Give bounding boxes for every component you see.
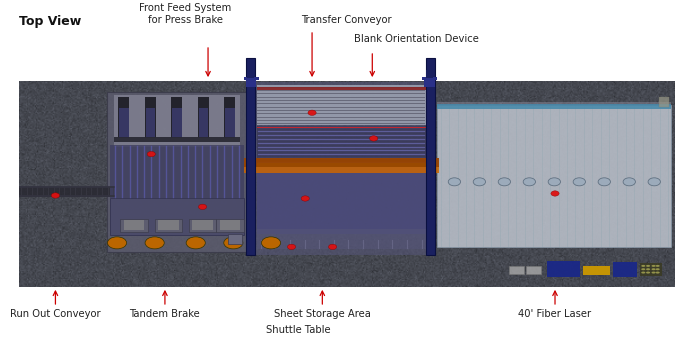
- Ellipse shape: [623, 178, 635, 186]
- Ellipse shape: [641, 265, 645, 267]
- Bar: [145, 108, 155, 138]
- Bar: [113, 95, 240, 147]
- Ellipse shape: [646, 268, 650, 270]
- Ellipse shape: [598, 178, 610, 186]
- Bar: [247, 82, 435, 255]
- Bar: [120, 219, 148, 232]
- Ellipse shape: [656, 265, 660, 267]
- Bar: [525, 266, 541, 274]
- Bar: [119, 108, 129, 138]
- Ellipse shape: [551, 191, 559, 196]
- Ellipse shape: [656, 268, 660, 270]
- Bar: [583, 266, 610, 275]
- Ellipse shape: [656, 272, 660, 274]
- Bar: [19, 187, 115, 197]
- Text: Shuttle Table: Shuttle Table: [266, 325, 331, 335]
- Bar: [155, 219, 182, 232]
- Bar: [659, 97, 670, 107]
- Text: Transfer Conveyor: Transfer Conveyor: [301, 15, 392, 25]
- Bar: [246, 77, 256, 87]
- Ellipse shape: [107, 237, 127, 249]
- Bar: [426, 70, 432, 79]
- Text: Top View: Top View: [19, 15, 81, 28]
- Bar: [257, 87, 426, 90]
- Bar: [257, 163, 426, 167]
- Bar: [509, 266, 524, 274]
- Bar: [425, 77, 434, 87]
- Ellipse shape: [287, 244, 296, 249]
- Ellipse shape: [548, 178, 560, 186]
- Bar: [198, 97, 209, 138]
- Ellipse shape: [301, 196, 309, 201]
- Bar: [118, 97, 129, 138]
- Ellipse shape: [198, 204, 207, 209]
- Bar: [124, 220, 144, 230]
- Bar: [145, 97, 156, 138]
- Bar: [257, 165, 426, 234]
- Ellipse shape: [646, 272, 650, 274]
- Bar: [113, 137, 240, 142]
- Bar: [216, 219, 244, 232]
- Bar: [257, 85, 426, 125]
- Ellipse shape: [370, 136, 378, 141]
- Bar: [437, 105, 672, 247]
- Bar: [106, 92, 247, 252]
- Ellipse shape: [651, 268, 656, 270]
- Ellipse shape: [224, 237, 243, 249]
- Bar: [426, 58, 434, 255]
- Bar: [158, 220, 179, 230]
- Bar: [19, 195, 115, 197]
- Ellipse shape: [641, 272, 645, 274]
- Ellipse shape: [448, 178, 461, 186]
- Bar: [422, 77, 437, 80]
- Bar: [640, 263, 662, 276]
- Text: Front Feed System
for Press Brake: Front Feed System for Press Brake: [139, 3, 232, 25]
- Bar: [225, 97, 235, 138]
- Ellipse shape: [498, 178, 511, 186]
- Bar: [110, 145, 244, 199]
- Ellipse shape: [145, 237, 164, 249]
- Bar: [220, 220, 240, 230]
- Bar: [257, 228, 426, 248]
- Bar: [192, 220, 213, 230]
- Bar: [172, 108, 182, 138]
- Ellipse shape: [651, 272, 656, 274]
- Ellipse shape: [473, 178, 486, 186]
- Bar: [189, 219, 216, 232]
- Bar: [257, 126, 426, 163]
- Bar: [247, 70, 254, 79]
- Bar: [547, 261, 580, 277]
- Text: Blank Orientation Device: Blank Orientation Device: [354, 34, 479, 44]
- Text: 40' Fiber Laser: 40' Fiber Laser: [519, 309, 592, 319]
- Ellipse shape: [186, 237, 205, 249]
- Ellipse shape: [648, 178, 661, 186]
- Text: Run Out Conveyor: Run Out Conveyor: [10, 309, 101, 319]
- Text: Sheet Storage Area: Sheet Storage Area: [274, 309, 371, 319]
- Bar: [110, 199, 244, 235]
- Bar: [244, 166, 438, 173]
- Bar: [228, 234, 242, 244]
- Ellipse shape: [641, 268, 645, 270]
- Bar: [437, 102, 672, 105]
- Bar: [171, 97, 182, 138]
- Ellipse shape: [646, 265, 650, 267]
- Ellipse shape: [262, 237, 280, 249]
- Ellipse shape: [147, 152, 155, 157]
- Ellipse shape: [523, 178, 535, 186]
- Bar: [246, 58, 255, 255]
- Ellipse shape: [329, 244, 337, 249]
- Ellipse shape: [651, 265, 656, 267]
- Bar: [437, 104, 672, 109]
- Ellipse shape: [573, 178, 585, 186]
- Bar: [198, 108, 208, 138]
- Ellipse shape: [308, 110, 316, 116]
- Bar: [613, 262, 637, 277]
- Text: Tandem Brake: Tandem Brake: [129, 309, 200, 319]
- Bar: [244, 158, 438, 167]
- Ellipse shape: [52, 193, 60, 198]
- Bar: [19, 186, 115, 188]
- Bar: [244, 77, 259, 80]
- Bar: [225, 108, 235, 138]
- Bar: [257, 127, 426, 128]
